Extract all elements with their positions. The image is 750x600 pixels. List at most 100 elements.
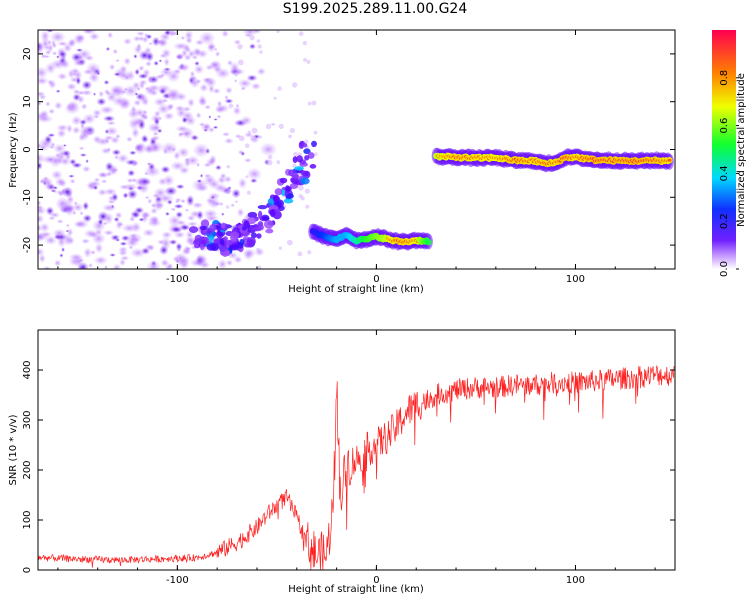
noise-blob [123, 56, 132, 66]
noise-blob [203, 174, 217, 187]
noise-blob [88, 180, 102, 188]
noise-blob [208, 115, 212, 119]
noise-blob [93, 255, 109, 265]
noise-blob [78, 258, 85, 263]
noise-blob [175, 125, 189, 133]
noise-blob [194, 39, 205, 46]
branch-blob [210, 242, 219, 252]
noise-blob [230, 203, 236, 208]
noise-blob [242, 248, 257, 258]
noise-blob [138, 65, 145, 72]
noise-blob [114, 211, 123, 220]
noise-blob [297, 251, 303, 257]
branch-blob [199, 242, 205, 251]
noise-blob [314, 152, 318, 156]
branch-blob [274, 188, 283, 196]
noise-blob [244, 143, 250, 149]
noise-blob [185, 36, 193, 45]
noise-blob [126, 177, 134, 184]
noise-blob [107, 31, 114, 39]
noise-blob [101, 203, 117, 212]
noise-blob [156, 128, 163, 134]
noise-blob [125, 237, 140, 248]
noise-blob [196, 49, 209, 59]
noise-blob [127, 169, 136, 177]
noise-blob [123, 73, 131, 82]
noise-blob [195, 184, 209, 192]
noise-blob [38, 91, 46, 97]
noise-blob [167, 214, 182, 227]
noise-blob [273, 96, 277, 100]
noise-blob [204, 104, 212, 110]
y-tick-label: 400 [22, 360, 33, 379]
noise-blob [225, 205, 230, 209]
noise-blob [48, 108, 56, 115]
noise-blob [55, 196, 70, 211]
noise-blob [251, 127, 258, 134]
branch-blob [273, 194, 280, 203]
noise-blob [175, 242, 183, 251]
noise-blob [75, 76, 82, 86]
noise-blob [240, 86, 247, 91]
noise-blob [98, 171, 108, 179]
noise-blob [38, 143, 48, 152]
noise-blob [259, 50, 263, 54]
noise-blob [237, 177, 248, 190]
noise-blob [276, 160, 281, 165]
noise-blob [115, 219, 123, 231]
noise-blob [143, 165, 162, 178]
noise-blob [100, 147, 112, 155]
noise-blob [153, 110, 161, 118]
branch-blob [262, 216, 270, 221]
noise-blob [153, 187, 168, 199]
noise-blob [196, 161, 201, 168]
branch-blob [301, 142, 308, 148]
noise-blob [114, 58, 121, 63]
noise-blob [38, 204, 44, 211]
branch-blob [303, 148, 311, 155]
noise-blob [139, 113, 147, 118]
noise-blob [80, 103, 88, 110]
noise-blob [153, 60, 159, 67]
noise-blob [179, 63, 191, 73]
noise-blob [38, 114, 54, 124]
noise-blob [133, 53, 138, 59]
noise-blob [83, 247, 92, 259]
noise-blob [48, 145, 55, 150]
noise-blob [298, 185, 304, 191]
noise-blob [234, 72, 239, 77]
noise-blob [212, 65, 223, 74]
noise-blob [300, 196, 305, 201]
noise-blob [38, 76, 49, 86]
branch-blob [294, 166, 305, 171]
noise-blob [166, 69, 181, 83]
noise-blob [95, 137, 111, 146]
noise-blob [48, 79, 57, 90]
noise-blob [228, 103, 234, 109]
noise-blob [70, 115, 83, 126]
noise-blob [160, 141, 178, 155]
branch-blob [247, 211, 258, 219]
noise-blob [237, 59, 244, 66]
noise-blob [164, 211, 170, 217]
spectrogram-x-label: Height of straight line (km) [288, 284, 424, 295]
noise-blob [250, 135, 256, 142]
noise-blob [292, 82, 298, 88]
branch-blob [257, 205, 268, 210]
noise-blob [62, 143, 67, 147]
noise-blob [103, 79, 110, 85]
noise-blob [111, 88, 120, 93]
noise-blob [137, 119, 146, 131]
noise-blob [39, 231, 53, 238]
branch-blob [291, 172, 299, 179]
branch-blob [285, 186, 292, 192]
noise-blob [163, 57, 170, 67]
noise-blob [38, 66, 49, 80]
noise-blob [53, 259, 62, 267]
noise-blob [102, 221, 108, 226]
noise-blob [142, 228, 155, 237]
noise-blob [81, 89, 93, 96]
noise-blob [58, 151, 66, 157]
branch-blob [265, 228, 274, 234]
noise-blob [94, 242, 104, 254]
